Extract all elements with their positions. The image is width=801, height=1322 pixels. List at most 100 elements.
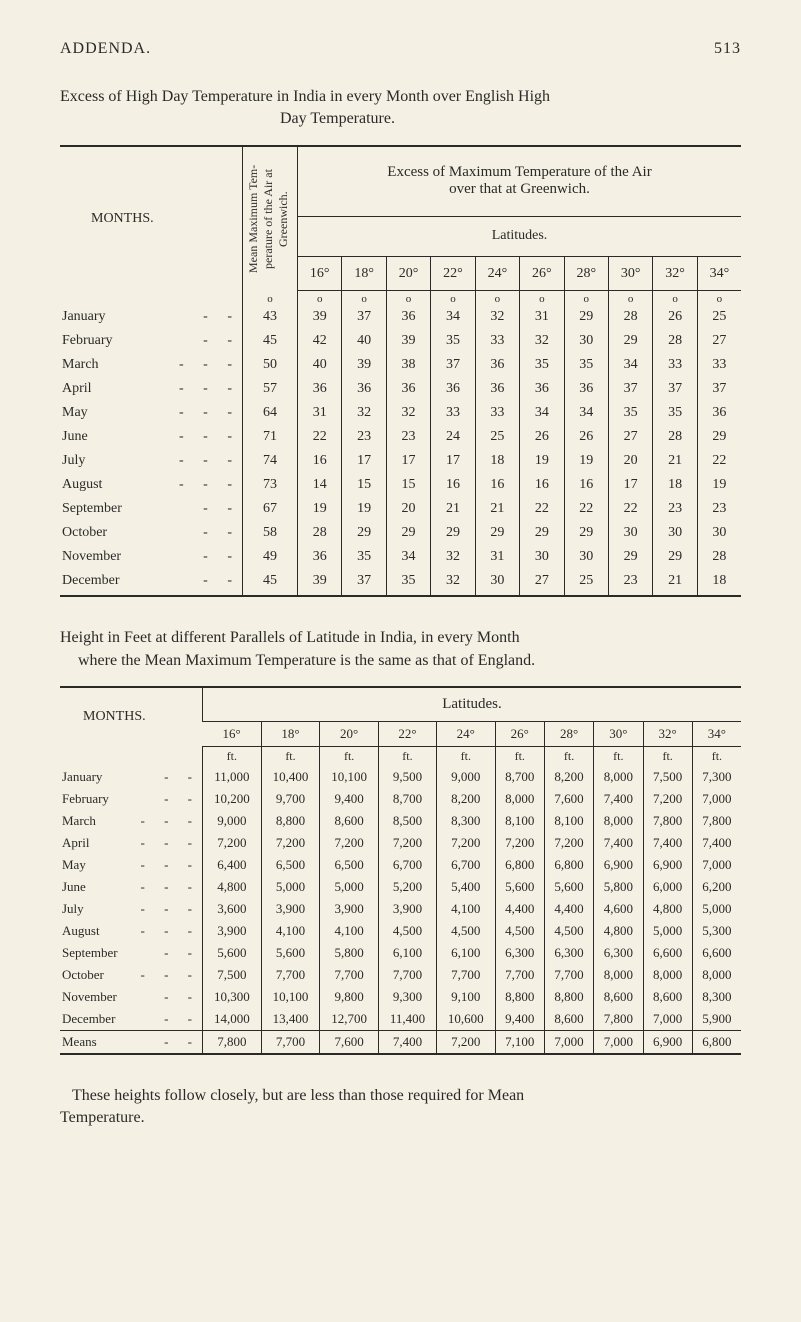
- table1-title-line1: Excess of High Day Temperature in India …: [60, 88, 550, 105]
- table1: MONTHS. Mean Maximum Tem- perature of th…: [60, 145, 741, 598]
- value-cell: 7,700: [544, 964, 593, 986]
- value-cell: 31: [520, 305, 564, 329]
- unit-cell: ft.: [436, 747, 495, 767]
- value-cell: 6,200: [692, 876, 741, 898]
- value-cell: 8,700: [378, 788, 436, 810]
- value-cell: 34: [386, 545, 430, 569]
- value-cell: 16: [564, 473, 608, 497]
- table-row: September- -5,6005,6005,8006,1006,1006,3…: [60, 942, 741, 964]
- value-cell: 9,400: [320, 788, 379, 810]
- value-cell: 8,000: [594, 810, 643, 832]
- table-row: July- - -3,6003,9003,9003,9004,1004,4004…: [60, 898, 741, 920]
- month-cell: April- - -: [60, 377, 243, 401]
- value-cell: 10,100: [261, 986, 320, 1008]
- value-cell: 8,000: [692, 964, 741, 986]
- value-cell: 28: [608, 305, 652, 329]
- value-cell: 30: [564, 545, 608, 569]
- circ: o: [298, 291, 342, 306]
- value-cell: 36: [342, 377, 386, 401]
- deg-cell: 22°: [378, 722, 436, 747]
- value-cell: 37: [342, 569, 386, 596]
- deg-cell: 26°: [495, 722, 544, 747]
- table1-title-line2: Day Temperature.: [280, 108, 395, 130]
- value-cell: 3,900: [378, 898, 436, 920]
- value-cell: 14: [298, 473, 342, 497]
- value-cell: 7,700: [261, 964, 320, 986]
- value-cell: 11,400: [378, 1008, 436, 1031]
- value-cell: 7,200: [320, 832, 379, 854]
- value-cell: 23: [342, 425, 386, 449]
- month-cell: February- -: [60, 329, 243, 353]
- value-cell: 5,000: [692, 898, 741, 920]
- value-cell: 24: [431, 425, 475, 449]
- value-cell: 7,800: [594, 1008, 643, 1031]
- value-cell: 10,200: [203, 788, 262, 810]
- means-cell: 7,100: [495, 1031, 544, 1055]
- value-cell: 9,000: [203, 810, 262, 832]
- value-cell: 26: [520, 425, 564, 449]
- value-cell: 25: [475, 425, 519, 449]
- circ: o: [564, 291, 608, 306]
- value-cell: 34: [608, 353, 652, 377]
- deg-cell: 34°: [697, 256, 741, 290]
- value-cell: 36: [431, 377, 475, 401]
- value-cell: 4,800: [643, 898, 692, 920]
- value-cell: 4,400: [495, 898, 544, 920]
- table-row: July- - -7416171717181919202122: [60, 449, 741, 473]
- footnote: These heights follow closely, but are le…: [60, 1085, 741, 1130]
- value-cell: 7,200: [261, 832, 320, 854]
- value-cell: 19: [342, 497, 386, 521]
- value-cell: 23: [653, 497, 697, 521]
- value-cell: 9,000: [436, 766, 495, 788]
- deg-cell: 30°: [608, 256, 652, 290]
- value-cell: 9,500: [378, 766, 436, 788]
- value-cell: 74: [243, 449, 298, 473]
- value-cell: 5,400: [436, 876, 495, 898]
- value-cell: 36: [475, 377, 519, 401]
- value-cell: 36: [564, 377, 608, 401]
- value-cell: 30: [653, 521, 697, 545]
- value-cell: 33: [475, 329, 519, 353]
- value-cell: 9,400: [495, 1008, 544, 1031]
- circ: o: [697, 291, 741, 306]
- table-row: April- - -5736363636363636373737: [60, 377, 741, 401]
- value-cell: 7,200: [378, 832, 436, 854]
- value-cell: 34: [564, 401, 608, 425]
- month-cell: October- -: [60, 521, 243, 545]
- value-cell: 4,800: [594, 920, 643, 942]
- excess-line2: over that at Greenwich.: [449, 181, 590, 197]
- value-cell: 22: [608, 497, 652, 521]
- value-cell: 4,100: [261, 920, 320, 942]
- deg-cell: 24°: [475, 256, 519, 290]
- value-cell: 30: [608, 521, 652, 545]
- value-cell: 6,300: [544, 942, 593, 964]
- value-cell: 5,800: [320, 942, 379, 964]
- value-cell: 28: [298, 521, 342, 545]
- value-cell: 4,100: [320, 920, 379, 942]
- value-cell: 29: [608, 545, 652, 569]
- deg-cell: 34°: [692, 722, 741, 747]
- table-row: December- -4539373532302725232118: [60, 569, 741, 596]
- value-cell: 31: [475, 545, 519, 569]
- deg-cell: 30°: [594, 722, 643, 747]
- value-cell: 73: [243, 473, 298, 497]
- value-cell: 19: [298, 497, 342, 521]
- value-cell: 29: [653, 545, 697, 569]
- excess-line1: Excess of Maximum Temperature of the Air: [387, 164, 651, 180]
- value-cell: 4,800: [203, 876, 262, 898]
- value-cell: 8,800: [261, 810, 320, 832]
- month-cell: May- - -: [60, 854, 203, 876]
- value-cell: 35: [653, 401, 697, 425]
- value-cell: 6,600: [692, 942, 741, 964]
- value-cell: 43: [243, 305, 298, 329]
- value-cell: 3,900: [261, 898, 320, 920]
- value-cell: 7,200: [436, 832, 495, 854]
- page-header: ADDENDA. 513: [60, 40, 741, 58]
- unit-cell: ft.: [261, 747, 320, 767]
- value-cell: 8,300: [436, 810, 495, 832]
- value-cell: 5,600: [544, 876, 593, 898]
- value-cell: 5,000: [261, 876, 320, 898]
- excess-header: Excess of Maximum Temperature of the Air…: [298, 146, 742, 217]
- month-cell: November- -: [60, 545, 243, 569]
- value-cell: 9,800: [320, 986, 379, 1008]
